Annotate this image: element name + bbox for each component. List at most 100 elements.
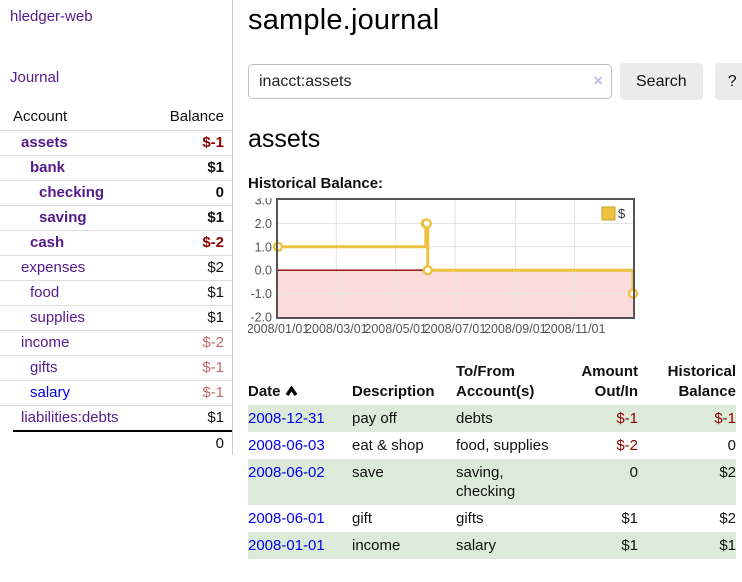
svg-text:2008/01/01: 2008/01/01	[248, 322, 309, 336]
accounts-table-header: Account Balance	[0, 104, 232, 130]
balance-chart-svg: $3.0 2.0 1.0 0.0 -1.0 -2.02008/01/012008/03/0…	[247, 194, 639, 336]
account-heading: assets	[248, 125, 321, 153]
account-balance: $1	[207, 309, 224, 326]
transaction-balance: $-1	[638, 405, 736, 432]
account-balance: 0	[215, 184, 224, 201]
account-row: salary $-1	[0, 380, 232, 405]
transaction-date-link[interactable]: 2008-06-03	[248, 437, 325, 454]
register-header-description: Description	[352, 383, 435, 400]
account-balance: $-1	[202, 134, 224, 151]
transaction-accounts: debts	[448, 405, 556, 432]
svg-text:0.0: 0.0	[255, 264, 272, 278]
chart-title: Historical Balance:	[248, 175, 384, 192]
accounts-table-body: assets $-1 bank $1 checking 0 saving $1 cash $-2 e…	[0, 130, 232, 430]
account-balance: $1	[207, 159, 224, 176]
sidebar: hledger-web Journal Account Balance asse…	[0, 0, 233, 455]
register-table: Date Description To/From Account(s) Amou…	[248, 360, 736, 559]
page: hledger-web Journal Account Balance asse…	[0, 0, 742, 559]
search-input-wrap: ×	[248, 64, 612, 99]
transaction-balance: $2	[719, 510, 736, 527]
sidebar-item-journal[interactable]: Journal	[10, 69, 60, 86]
svg-text:2008/07/01: 2008/07/01	[424, 322, 487, 336]
svg-text:3.0: 3.0	[255, 198, 272, 208]
svg-text:2008/05/01: 2008/05/01	[364, 322, 427, 336]
account-link-income[interactable]: income	[21, 334, 70, 351]
transaction-row: 2008-06-03 eat & shop food, supplies $-2 0	[248, 432, 736, 459]
svg-text:1.0: 1.0	[255, 240, 272, 254]
page-title: sample.journal	[248, 4, 440, 36]
account-row: saving $1	[0, 205, 232, 230]
account-balance: $-1	[202, 359, 224, 376]
transaction-balance: 0	[727, 437, 736, 454]
account-link-saving[interactable]: saving	[39, 209, 87, 226]
account-link-supplies[interactable]: supplies	[30, 309, 86, 326]
app-title-link[interactable]: hledger-web	[10, 8, 93, 25]
transaction-amount: $-2	[616, 437, 638, 454]
transaction-description: pay off	[344, 405, 448, 432]
svg-text:2008/11/01: 2008/11/01	[544, 322, 606, 336]
account-link-bank[interactable]: bank	[30, 159, 66, 176]
accounts-header-account: Account	[13, 108, 68, 125]
account-balance: $1	[207, 409, 224, 426]
account-link-assets[interactable]: assets	[21, 134, 68, 151]
search-button[interactable]: Search	[620, 63, 703, 100]
account-link-food[interactable]: food	[30, 284, 60, 301]
accounts-total-value: 0	[215, 435, 224, 452]
account-row: gifts $-1	[0, 355, 232, 380]
transaction-row: 2008-06-01 gift gifts $1 $2	[248, 505, 736, 532]
transaction-date-link[interactable]: 2008-06-02	[248, 464, 325, 481]
account-balance: $2	[207, 259, 224, 276]
account-row: expenses $2	[0, 255, 232, 280]
account-balance: $-2	[202, 334, 224, 351]
transaction-amount: $-1	[556, 405, 638, 432]
transaction-date-link[interactable]: 2008-06-01	[248, 510, 325, 527]
account-row: cash $-2	[0, 230, 232, 255]
historical-balance-chart: $3.0 2.0 1.0 0.0 -1.0 -2.0 2008/01/01 2008/03/0…	[247, 194, 742, 343]
svg-text:-1.0: -1.0	[250, 287, 272, 301]
transaction-description: save	[344, 459, 448, 505]
search-form: × Search ?	[248, 63, 742, 100]
register-header-accounts: To/From Account(s)	[456, 363, 535, 400]
svg-text:2008/03/01: 2008/03/01	[305, 322, 368, 336]
account-link-salary[interactable]: salary	[30, 384, 71, 401]
transaction-description: eat & shop	[352, 437, 424, 454]
transaction-accounts: food, supplies	[456, 437, 549, 454]
transaction-date[interactable]: 2008-12-31	[248, 405, 344, 432]
transaction-date-link[interactable]: 2008-12-31	[248, 410, 325, 427]
account-row: checking 0	[0, 180, 232, 205]
chart-legend-label: $	[618, 206, 626, 221]
sort-ascending-icon	[285, 385, 297, 396]
account-balance: $-1	[202, 384, 224, 401]
transaction-amount: $1	[621, 510, 638, 527]
transaction-accounts: saving, checking	[448, 459, 556, 505]
transaction-date[interactable]: 2008-01-01	[248, 532, 344, 559]
transaction-date[interactable]: 2008-06-01	[248, 505, 344, 532]
transaction-row: 2008-12-31 pay off debts $-1 $-1	[248, 405, 736, 432]
help-button[interactable]: ?	[714, 63, 742, 100]
svg-text:-2.0: -2.0	[250, 311, 272, 325]
transaction-date-link[interactable]: 2008-01-01	[248, 537, 325, 554]
register-header-date[interactable]: Date	[248, 360, 344, 405]
account-row: income $-2	[0, 330, 232, 355]
account-row: supplies $1	[0, 305, 232, 330]
account-link-liabilities-debts[interactable]: liabilities:debts	[21, 409, 119, 426]
transaction-amount: 0	[556, 459, 638, 505]
account-link-checking[interactable]: checking	[39, 184, 105, 201]
account-link-gifts[interactable]: gifts	[30, 359, 58, 376]
clear-search-icon[interactable]: ×	[593, 71, 603, 90]
transaction-date[interactable]: 2008-06-03	[248, 432, 344, 459]
transaction-accounts: salary	[448, 532, 556, 559]
account-row: food $1	[0, 280, 232, 305]
account-balance: $1	[207, 209, 224, 226]
account-link-expenses[interactable]: expenses	[21, 259, 86, 276]
transaction-description: gift	[352, 510, 373, 527]
account-row: assets $-1	[0, 130, 232, 155]
transaction-date[interactable]: 2008-06-02	[248, 459, 344, 505]
account-link-cash[interactable]: cash	[30, 234, 65, 251]
search-input[interactable]	[248, 64, 612, 99]
account-row: bank $1	[0, 155, 232, 180]
svg-text:2.0: 2.0	[255, 217, 272, 231]
account-row: liabilities:debts $1	[0, 405, 232, 430]
transaction-description: income	[344, 532, 448, 559]
accounts-table: Account Balance assets $-1 bank $1 checking 0…	[0, 104, 232, 455]
